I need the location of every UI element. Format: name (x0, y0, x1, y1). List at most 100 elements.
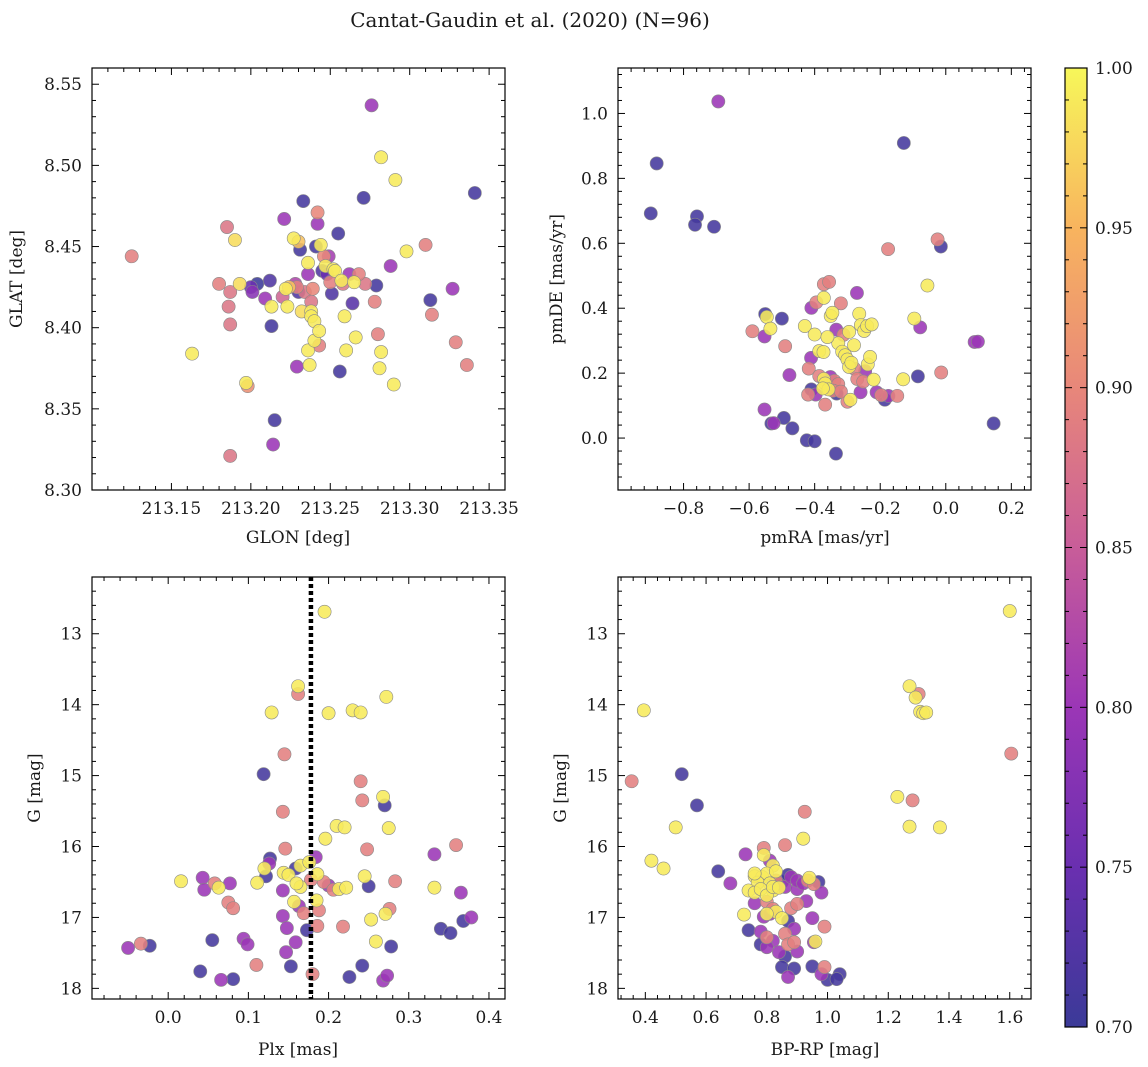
scatter-point (336, 919, 350, 934)
x-axis-label: GLON [deg] (246, 528, 350, 548)
y-tick-label: 1.0 (581, 104, 608, 124)
scatter-point (371, 327, 385, 342)
scatter-point (223, 449, 238, 463)
colorbar-tick-label: 0.70 (1095, 1018, 1133, 1038)
y-tick-label: 13 (60, 625, 82, 645)
scatter-point (286, 231, 301, 246)
y-tick-label: 17 (60, 908, 82, 928)
data-points (624, 604, 1019, 987)
scatter-point (787, 935, 802, 950)
scatter-point (381, 821, 396, 835)
scatter-point (816, 290, 831, 305)
y-tick-label: 0.2 (581, 364, 608, 384)
scatter-point (277, 212, 292, 226)
scatter-point (228, 233, 242, 247)
scatter-point (769, 864, 783, 879)
scatter-point (353, 774, 368, 789)
scatter-point (850, 286, 864, 300)
scatter-point (907, 311, 922, 326)
x-tick-label: −0.2 (860, 499, 901, 519)
scatter-point (805, 911, 820, 926)
scatter-point (932, 820, 947, 835)
scatter-point (364, 912, 378, 927)
y-tick-label: 16 (586, 838, 608, 858)
scatter-point (815, 381, 830, 396)
scatter-point (866, 372, 881, 387)
x-tick-label: −0.6 (728, 499, 769, 519)
scatter-point (245, 285, 260, 299)
scatter-point (881, 242, 895, 257)
scatter-point (453, 885, 468, 900)
scatter-point (674, 767, 689, 782)
scatter-point (174, 874, 188, 889)
scatter-point (986, 416, 1001, 431)
y-tick-label: 8.55 (44, 75, 82, 95)
x-tick-label: 213.35 (459, 499, 518, 519)
scatter-point (649, 156, 664, 171)
scatter-point (372, 361, 387, 376)
scatter-point (305, 281, 320, 296)
scatter-point (820, 330, 835, 345)
scatter-point (321, 706, 336, 721)
scatter-point (313, 238, 328, 252)
scatter-point (808, 934, 823, 949)
scatter-point (378, 906, 393, 921)
scatter-point (829, 446, 843, 461)
y-tick-label: 8.35 (44, 400, 82, 420)
scatter-point (399, 244, 414, 259)
scatter-point (449, 838, 463, 852)
scatter-point (844, 355, 859, 370)
scatter-point (778, 838, 792, 852)
scatter-point (302, 358, 317, 372)
scatter-point (211, 880, 226, 895)
y-tick-label: 8.40 (44, 319, 82, 339)
scatter-point (843, 392, 858, 407)
scatter-point (318, 831, 333, 846)
scatter-point (668, 820, 683, 835)
scatter-point (890, 388, 905, 403)
scatter-point (443, 926, 458, 940)
axes-frame (91, 576, 506, 1000)
scatter-point (802, 870, 817, 885)
scatter-point (232, 276, 247, 291)
scatter-point (863, 350, 877, 364)
x-axis-label: BP-RP [mag] (771, 1040, 880, 1060)
scatter-point (220, 220, 234, 234)
y-tick-label: 15 (586, 767, 608, 787)
scatter-point (364, 98, 379, 113)
scatter-point (339, 343, 354, 358)
scatter-point (782, 368, 797, 382)
scatter-point (911, 369, 925, 384)
x-tick-label: 1.4 (935, 1008, 962, 1028)
scatter-point (896, 136, 911, 150)
scatter-point (757, 402, 772, 417)
scatter-point (264, 319, 279, 333)
scatter-point (864, 317, 879, 332)
scatter-point (277, 747, 292, 762)
scatter-point (807, 327, 822, 342)
scatter-point (310, 205, 325, 220)
colorbar-tick-label: 0.75 (1095, 858, 1133, 878)
scatter-point (386, 377, 401, 392)
x-axis-label: pmRA [mas/yr] (760, 528, 889, 548)
y-axis-label: pmDE [mas/yr] (547, 214, 567, 344)
x-tick-label: 0.2 (315, 1008, 342, 1028)
scatter-point (357, 869, 372, 884)
scatter-point (711, 864, 726, 879)
y-tick-label: 0.0 (581, 429, 608, 449)
scatter-point (766, 416, 781, 431)
scatter-point (256, 767, 271, 782)
x-tick-label: 213.20 (221, 499, 280, 519)
scatter-point (817, 960, 832, 974)
scatter-point (908, 690, 923, 705)
scatter-point (342, 970, 357, 984)
x-tick-label: 0.0 (155, 1008, 182, 1028)
scatter-point (328, 263, 342, 278)
scatter-point (688, 217, 702, 232)
scatter-point (337, 309, 352, 324)
scatter-point (185, 346, 199, 361)
scatter-point (801, 361, 816, 376)
scatter-point (825, 305, 840, 320)
scatter-point (384, 939, 399, 954)
scatter-point (624, 774, 639, 789)
